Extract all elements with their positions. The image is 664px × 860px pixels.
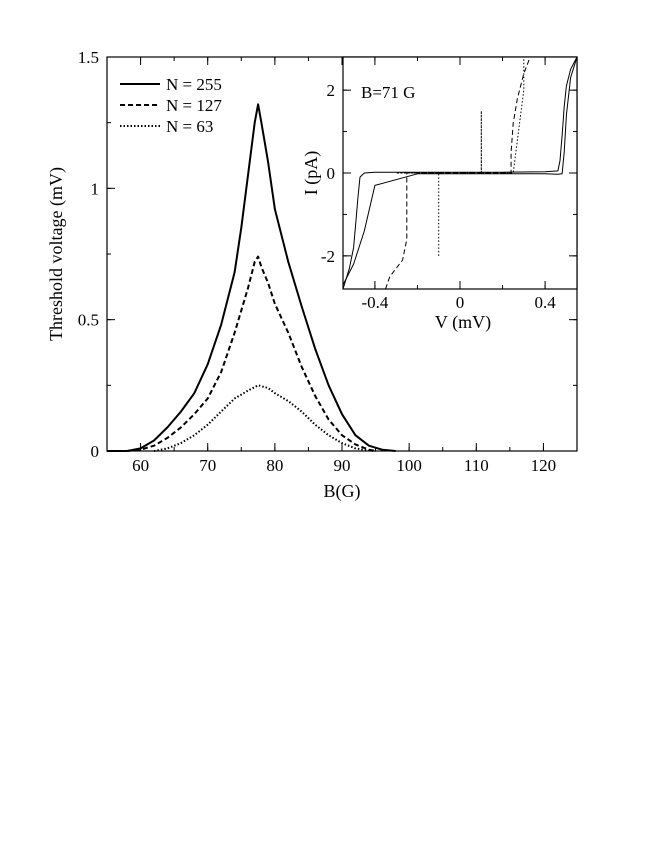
main-y-tick-label: 1.5: [78, 48, 99, 67]
inset-plot-frame: [342, 56, 578, 290]
legend-label-n127: N = 127: [166, 96, 222, 115]
main-x-tick-label: 100: [396, 456, 422, 475]
main-x-axis-title: B(G): [324, 481, 361, 502]
main-legend: N = 255 N = 127 N = 63: [120, 75, 222, 136]
main-x-tick-label: 70: [199, 456, 216, 475]
main-x-tick-label: 60: [132, 456, 149, 475]
inset-x-tick-label: 0: [456, 293, 465, 312]
inset-ticks: -0.4 0 0.4 -2 0 2: [321, 57, 577, 312]
main-chart: 60 70 80 90 100 110 120 0 0.5 1 1.5 B(G) Threshold…: [46, 48, 578, 502]
inset-series: [342, 56, 578, 290]
main-series: [107, 103, 396, 452]
inset-series-curve-3-line: [395, 57, 525, 256]
inset-y-tick-label: -2: [321, 247, 335, 266]
legend-label-n255: N = 255: [166, 75, 222, 94]
inset-y-axis-title: I (pA): [301, 151, 322, 195]
inset-chart: -0.4 0 0.4 -2 0 2 B=71 G V (mV) I (pA): [301, 56, 578, 333]
inset-x-tick-label: -0.4: [361, 293, 388, 312]
inset-series-curve-1-line: [342, 56, 578, 286]
inset-x-axis-title: V (mV): [435, 312, 491, 333]
main-x-tick-label: 120: [531, 456, 557, 475]
inset-y-tick-label: 2: [327, 81, 336, 100]
inset-series-curve-0-line: [342, 56, 578, 290]
main-x-tick-label: 80: [266, 456, 283, 475]
main-series-n-127-line: [127, 255, 376, 452]
inset-x-tick-label: 0.4: [534, 293, 556, 312]
main-y-tick-label: 1: [91, 179, 100, 198]
main-ticks: 60 70 80 90 100 110 120 0 0.5 1 1.5: [78, 48, 578, 475]
legend-label-n63: N = 63: [166, 117, 213, 136]
main-y-tick-label: 0.5: [78, 311, 99, 330]
inset-y-tick-label: 0: [327, 164, 336, 183]
inset-series-curve-2-line: [385, 56, 531, 290]
main-series-n-255-line: [107, 103, 396, 452]
main-x-tick-label: 90: [334, 456, 351, 475]
main-series-n-63-line: [153, 384, 376, 452]
inset-annotation: B=71 G: [361, 83, 415, 102]
main-y-axis-title: Threshold voltage (mV): [46, 167, 67, 341]
main-y-tick-label: 0: [91, 442, 100, 461]
main-x-tick-label: 110: [464, 456, 489, 475]
